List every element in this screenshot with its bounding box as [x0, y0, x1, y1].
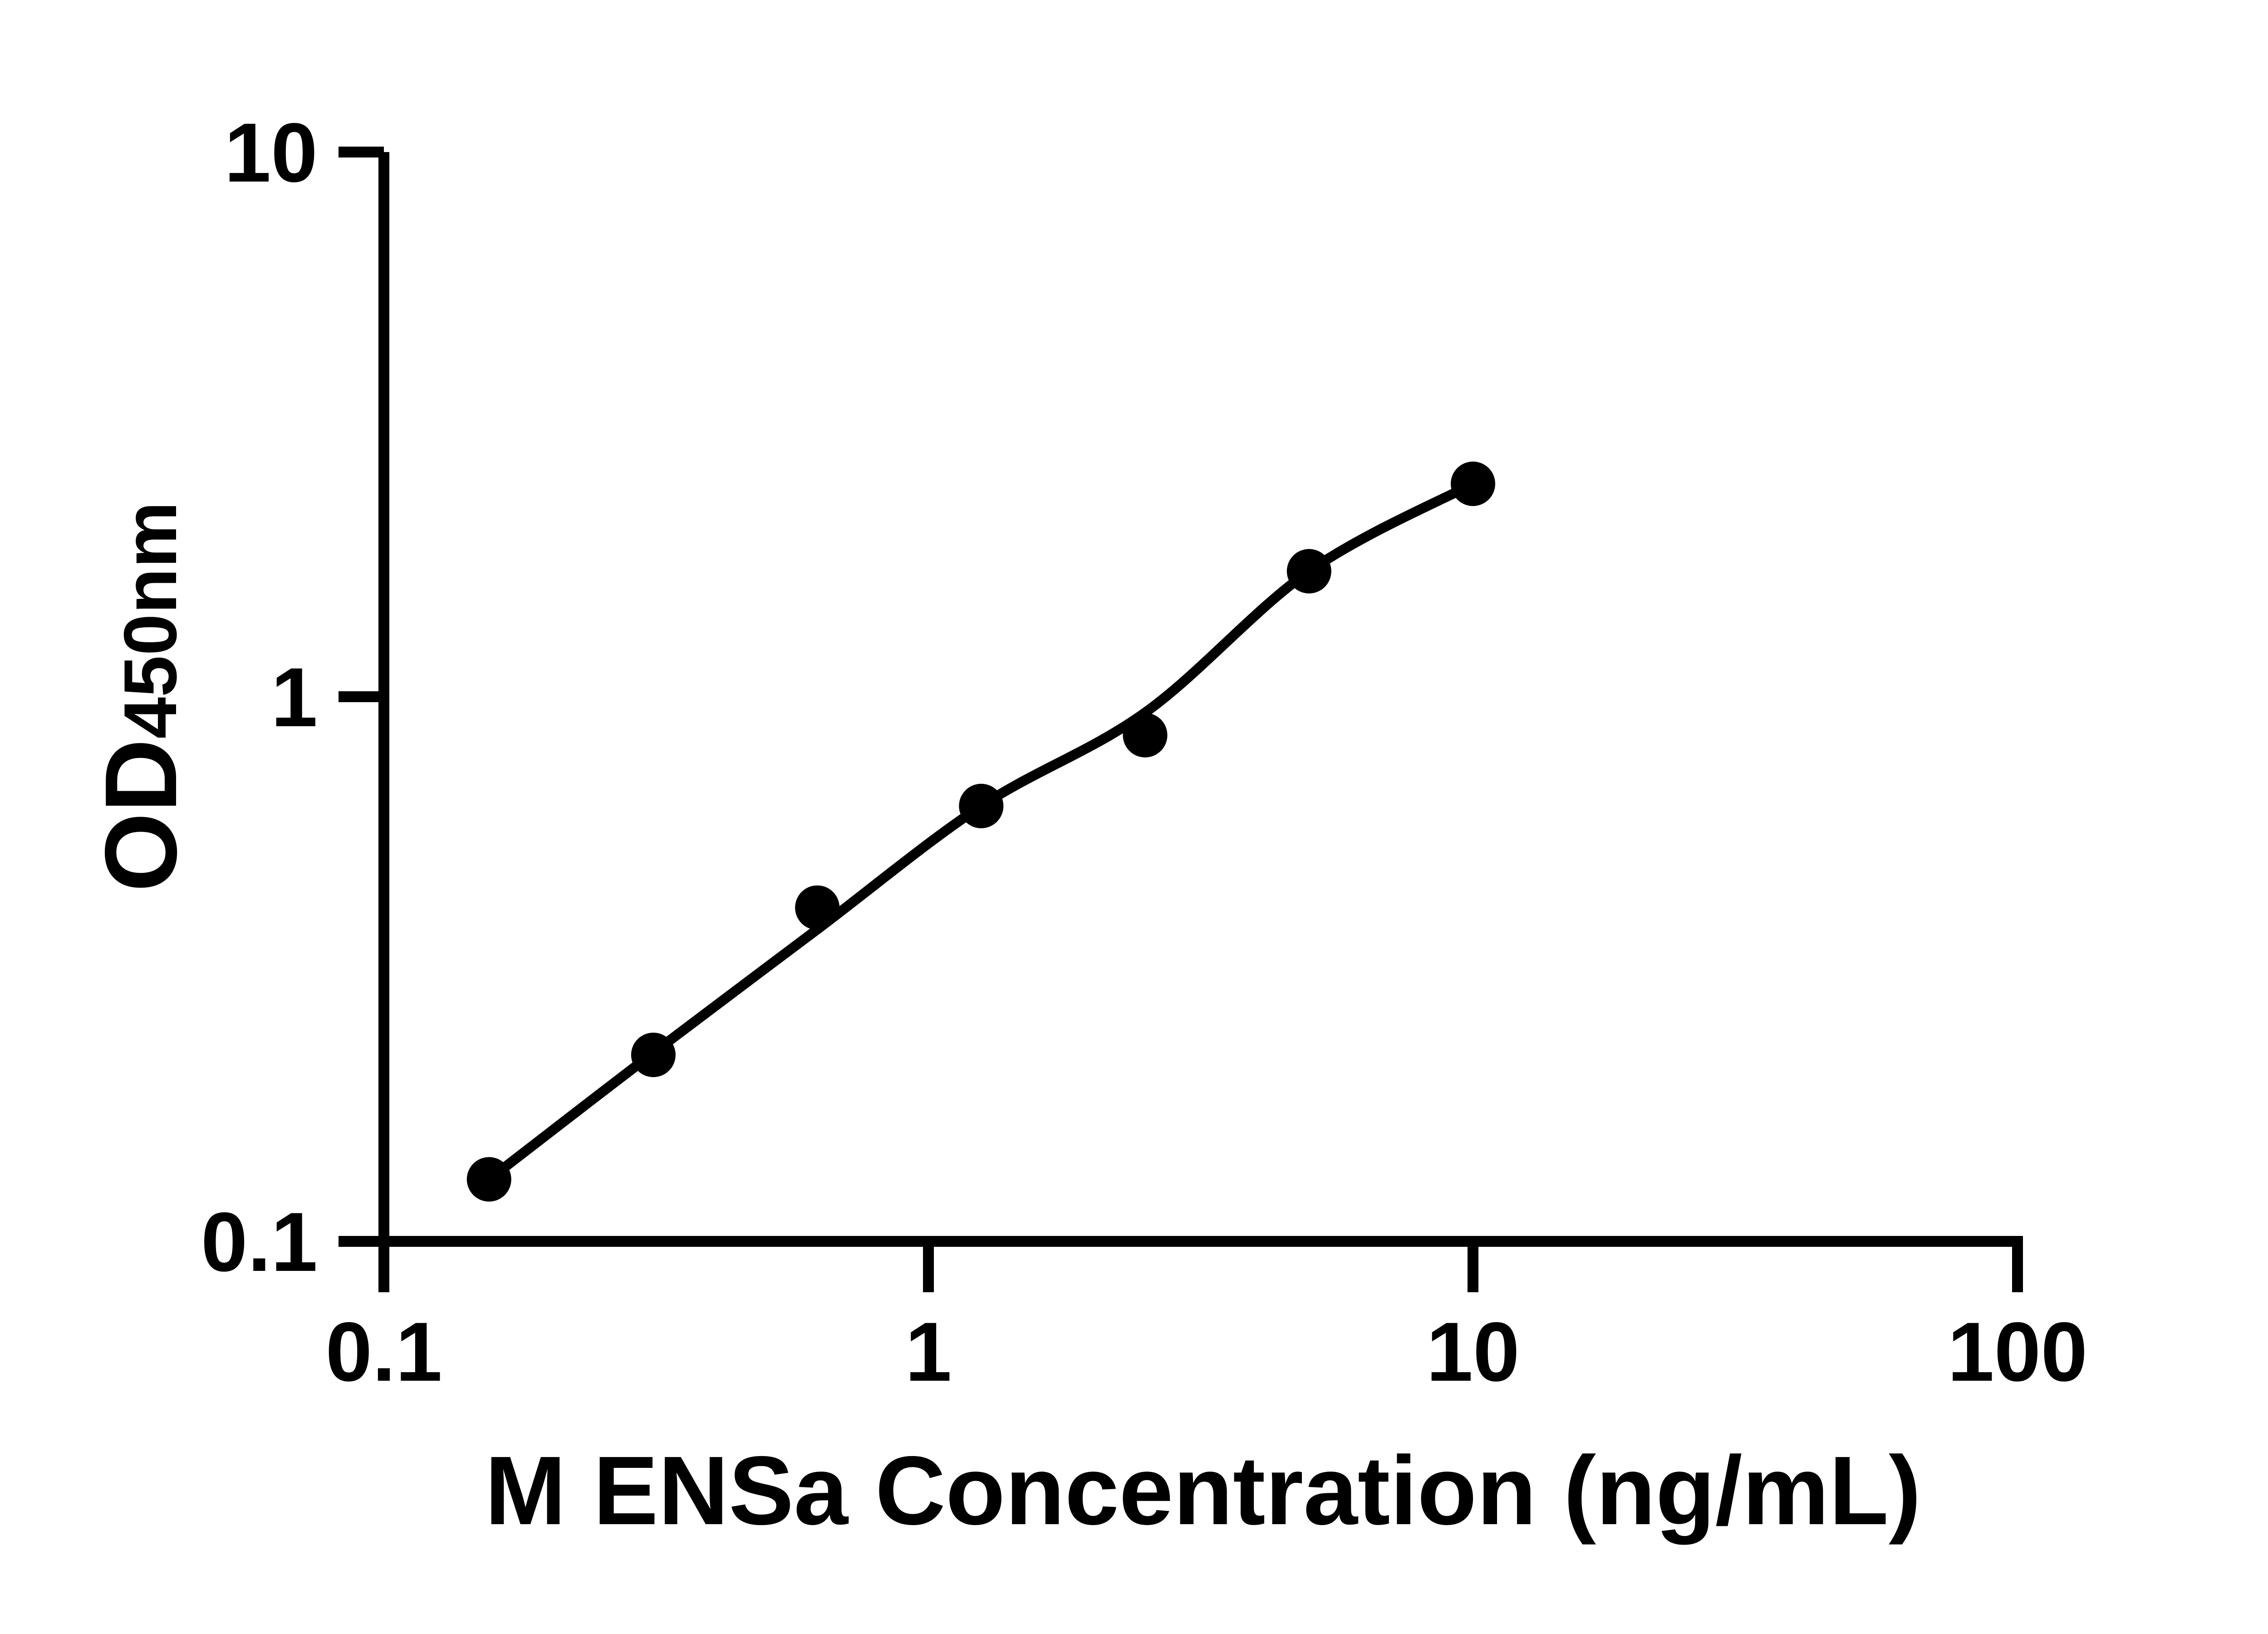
data-point — [1123, 713, 1168, 758]
x-axis-tick-label: 100 — [1948, 1305, 2088, 1399]
data-point — [1451, 461, 1495, 506]
y-axis-tick-label: 0.1 — [201, 1196, 318, 1289]
data-point — [1286, 549, 1331, 594]
x-axis-title: M ENSa Concentration (ng/mL) — [485, 1436, 1921, 1545]
y-axis-tick-label: 10 — [224, 106, 318, 200]
fit-curve-line — [486, 479, 1476, 1184]
y-axis-title-main: OD — [83, 739, 198, 892]
x-axis-tick-label: 10 — [1426, 1305, 1520, 1399]
data-point — [795, 885, 840, 930]
x-axis-tick-label: 0.1 — [325, 1305, 442, 1399]
y-axis-title-subscript: 450nm — [108, 502, 192, 739]
data-point — [466, 1157, 511, 1202]
data-point — [631, 1033, 676, 1078]
y-axis-title: OD450nm — [83, 502, 198, 892]
y-axis-tick-label: 1 — [271, 651, 318, 744]
data-point — [959, 783, 1004, 828]
x-axis-tick-label: 1 — [905, 1305, 952, 1399]
